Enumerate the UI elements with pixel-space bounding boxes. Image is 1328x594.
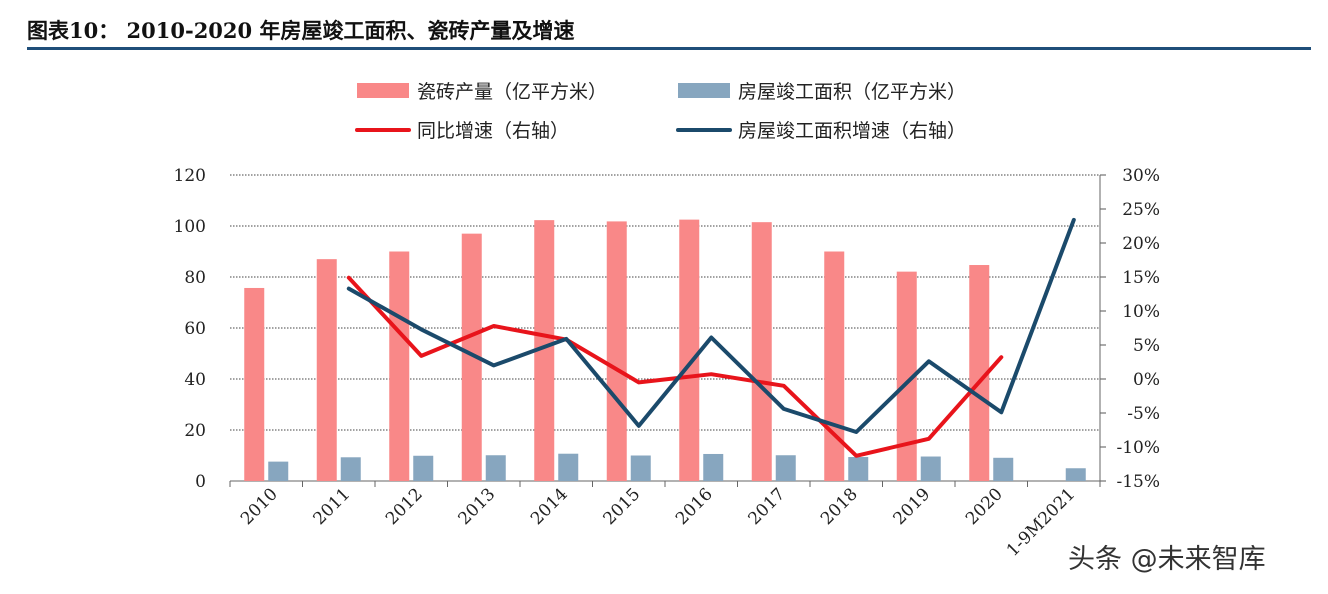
legend-swatch <box>357 83 409 98</box>
left-axis-tick-label: 0 <box>195 472 206 492</box>
x-axis-category-label: 2014 <box>527 484 572 529</box>
tile-output-bar <box>751 222 772 482</box>
yoy-growth-line <box>346 275 1004 458</box>
left-axis-tick-label: 40 <box>184 370 206 390</box>
x-axis-category-label: 2018 <box>817 484 862 529</box>
right-axis-tick-label: 30% <box>1122 166 1160 186</box>
left-axis-tick-label: 120 <box>174 166 206 186</box>
legend-label: 房屋竣工面积增速（右轴） <box>738 120 966 142</box>
completion-area-bar <box>268 461 289 481</box>
right-axis-tick-label: -5% <box>1127 404 1160 424</box>
left-axis-tick-label: 100 <box>174 217 206 237</box>
watermark-text: 头条 @未来智库 <box>1068 544 1266 575</box>
completion-area-bar <box>558 453 579 481</box>
legend-swatch <box>678 83 730 98</box>
tile-output-bar <box>244 287 265 481</box>
right-axis-tick-label: 15% <box>1122 268 1160 288</box>
x-axis-category-label: 2016 <box>672 484 717 529</box>
tile-output-bar <box>969 265 990 481</box>
legend-completion-area: 房屋竣工面积（亿平方米） <box>678 81 966 103</box>
x-axis-category-label: 2011 <box>310 484 355 529</box>
title-divider <box>27 47 1311 50</box>
x-axis-category-label: 2013 <box>455 484 500 529</box>
legend-label: 房屋竣工面积（亿平方米） <box>738 81 966 103</box>
tile-output-bar <box>606 221 627 481</box>
completion-area-bar <box>920 456 941 481</box>
x-axis-category-label: 2020 <box>962 484 1007 529</box>
left-axis-tick-label: 80 <box>184 268 206 288</box>
right-axis-tick-label: 25% <box>1122 200 1160 220</box>
legend-completion-growth: 房屋竣工面积增速（右轴） <box>676 120 966 142</box>
tile-output-bar <box>389 251 410 481</box>
completion-area-bar <box>848 457 869 481</box>
tile-output-bar <box>534 220 555 481</box>
completion-area-bar <box>703 453 724 481</box>
left-axis-tick-label: 20 <box>184 421 206 441</box>
completion-growth-line <box>346 217 1076 434</box>
right-axis-tick-label: 5% <box>1133 336 1160 356</box>
tile-output-bar <box>896 271 917 481</box>
completion-area-bar <box>993 457 1014 481</box>
tile-output-bar <box>824 251 845 481</box>
bar-series <box>244 219 1086 482</box>
legend-label: 同比增速（右轴） <box>417 120 569 142</box>
tile-output-bar <box>316 259 337 481</box>
legend: 瓷砖产量（亿平方米） 房屋竣工面积（亿平方米） 同比增速（右轴） 房屋竣工面积增速（右… <box>355 81 966 142</box>
completion-area-bar <box>1065 468 1086 481</box>
line-series <box>346 217 1076 458</box>
chart-title: 图表10： 2010-2020 年房屋竣工面积、瓷砖产量及增速 <box>27 18 575 43</box>
completion-area-bar <box>775 455 796 481</box>
left-axis-tick-label: 60 <box>184 319 206 339</box>
right-axis-tick-label: 10% <box>1122 302 1160 322</box>
right-axis-tick-label: 20% <box>1122 234 1160 254</box>
right-axis-tick-label: 0% <box>1133 370 1160 390</box>
x-axis-category-label: 2015 <box>600 484 645 529</box>
right-axis-tick-label: -15% <box>1116 472 1160 492</box>
completion-area-bar <box>485 455 506 481</box>
x-axis-category-label: 2019 <box>890 484 935 529</box>
legend-tile-output: 瓷砖产量（亿平方米） <box>357 81 607 103</box>
completion-area-bar <box>413 455 434 481</box>
legend-yoy-growth: 同比增速（右轴） <box>355 120 569 142</box>
x-axis-category-label: 2012 <box>382 484 427 529</box>
tile-output-bar <box>679 219 700 481</box>
completion-area-bar <box>630 455 651 481</box>
right-axis-tick-label: -10% <box>1116 438 1160 458</box>
completion-area-bar <box>340 457 361 481</box>
tile-output-bar <box>461 233 482 481</box>
x-axis-category-label: 2017 <box>745 484 790 529</box>
legend-label: 瓷砖产量（亿平方米） <box>417 81 607 103</box>
x-axis-category-label: 2010 <box>237 484 282 529</box>
